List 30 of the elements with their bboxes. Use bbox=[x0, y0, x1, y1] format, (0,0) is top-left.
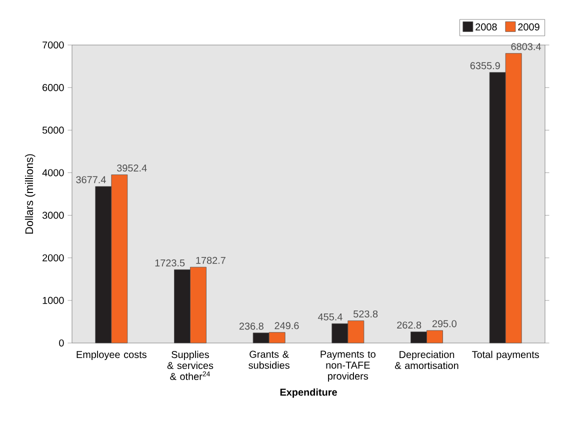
x-tick-label: Payments to non-TAFE providers bbox=[320, 350, 376, 382]
x-tick-label: Grants & subsidies bbox=[248, 350, 290, 369]
y-tick-label: 0 bbox=[59, 339, 64, 347]
data-label: 295.0 bbox=[432, 320, 456, 328]
data-label: 236.8 bbox=[239, 322, 264, 330]
data-label: 1723.5 bbox=[155, 259, 185, 266]
data-label: 6803.4 bbox=[511, 43, 541, 50]
y-tick-label: 4000 bbox=[42, 169, 64, 176]
x-tick-label: Supplies & services & other$^{24}$ bbox=[167, 350, 214, 380]
data-label: 1782.7 bbox=[196, 256, 226, 264]
x-tick-label: Depreciation & amortisation bbox=[394, 350, 458, 370]
data-label: 523.8 bbox=[354, 310, 378, 318]
y-tick-label: 6000 bbox=[42, 84, 64, 92]
y-tick-label: 1000 bbox=[42, 296, 64, 304]
data-label: 3952.4 bbox=[116, 164, 147, 172]
legend-label: 2009 bbox=[518, 23, 540, 30]
x-axis-title: Expenditure bbox=[280, 388, 337, 398]
y-tick-label: 3000 bbox=[42, 212, 64, 219]
data-label: 3677.4 bbox=[76, 176, 106, 184]
y-tick-label: 2000 bbox=[42, 254, 64, 262]
data-label: 455.4 bbox=[318, 313, 342, 320]
y-tick-label: 5000 bbox=[42, 126, 64, 134]
x-tick-label: Total payments bbox=[472, 350, 539, 360]
data-label: 262.8 bbox=[397, 322, 422, 329]
y-tick-label: 7000 bbox=[42, 41, 64, 49]
legend-label: 2008 bbox=[476, 23, 497, 30]
data-label: 6355.9 bbox=[470, 62, 500, 70]
y-axis-title: Dollars (millions) bbox=[25, 154, 36, 234]
data-label: 249.6 bbox=[274, 322, 299, 330]
x-tick-label: Employee costs bbox=[76, 350, 146, 360]
